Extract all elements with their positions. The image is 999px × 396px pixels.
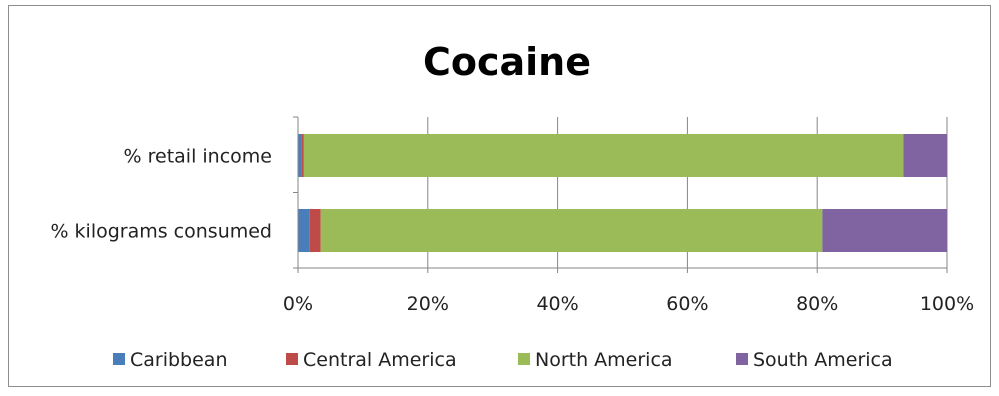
bar-segment (822, 209, 947, 252)
x-tick-label: 20% (407, 293, 449, 315)
legend-swatch (736, 353, 748, 365)
legend: Caribbean Central America North America Sou… (113, 349, 893, 371)
bar-segment (298, 134, 302, 177)
bar-segment (903, 134, 947, 177)
x-tick-label: 100% (920, 293, 974, 315)
legend-swatch (518, 353, 530, 365)
legend-swatch (286, 353, 298, 365)
x-tick-label: 80% (796, 293, 838, 315)
bar-segment (303, 134, 904, 177)
bar-segment (301, 134, 304, 177)
chart-title: Cocaine (423, 40, 591, 84)
bar-segment (320, 209, 823, 252)
legend-label: South America (753, 349, 893, 371)
legend-label: North America (535, 349, 673, 371)
axes (293, 116, 948, 273)
legend-label: Central America (303, 349, 457, 371)
bars (298, 134, 947, 252)
category-label: % kilograms consumed (50, 221, 272, 243)
x-tick-label: 0% (283, 293, 313, 315)
bar-segment (309, 209, 321, 252)
category-label: % retail income (124, 146, 272, 168)
x-tick-label: 40% (536, 293, 578, 315)
bar-segment (298, 209, 310, 252)
category-labels: % retail income % kilograms consumed (50, 146, 272, 243)
x-tick-label: 60% (666, 293, 708, 315)
legend-label: Caribbean (130, 349, 228, 371)
legend-swatch (113, 353, 125, 365)
x-tick-labels: 0% 20% 40% 60% 80% 100% (283, 293, 974, 315)
chart-area (8, 5, 991, 387)
